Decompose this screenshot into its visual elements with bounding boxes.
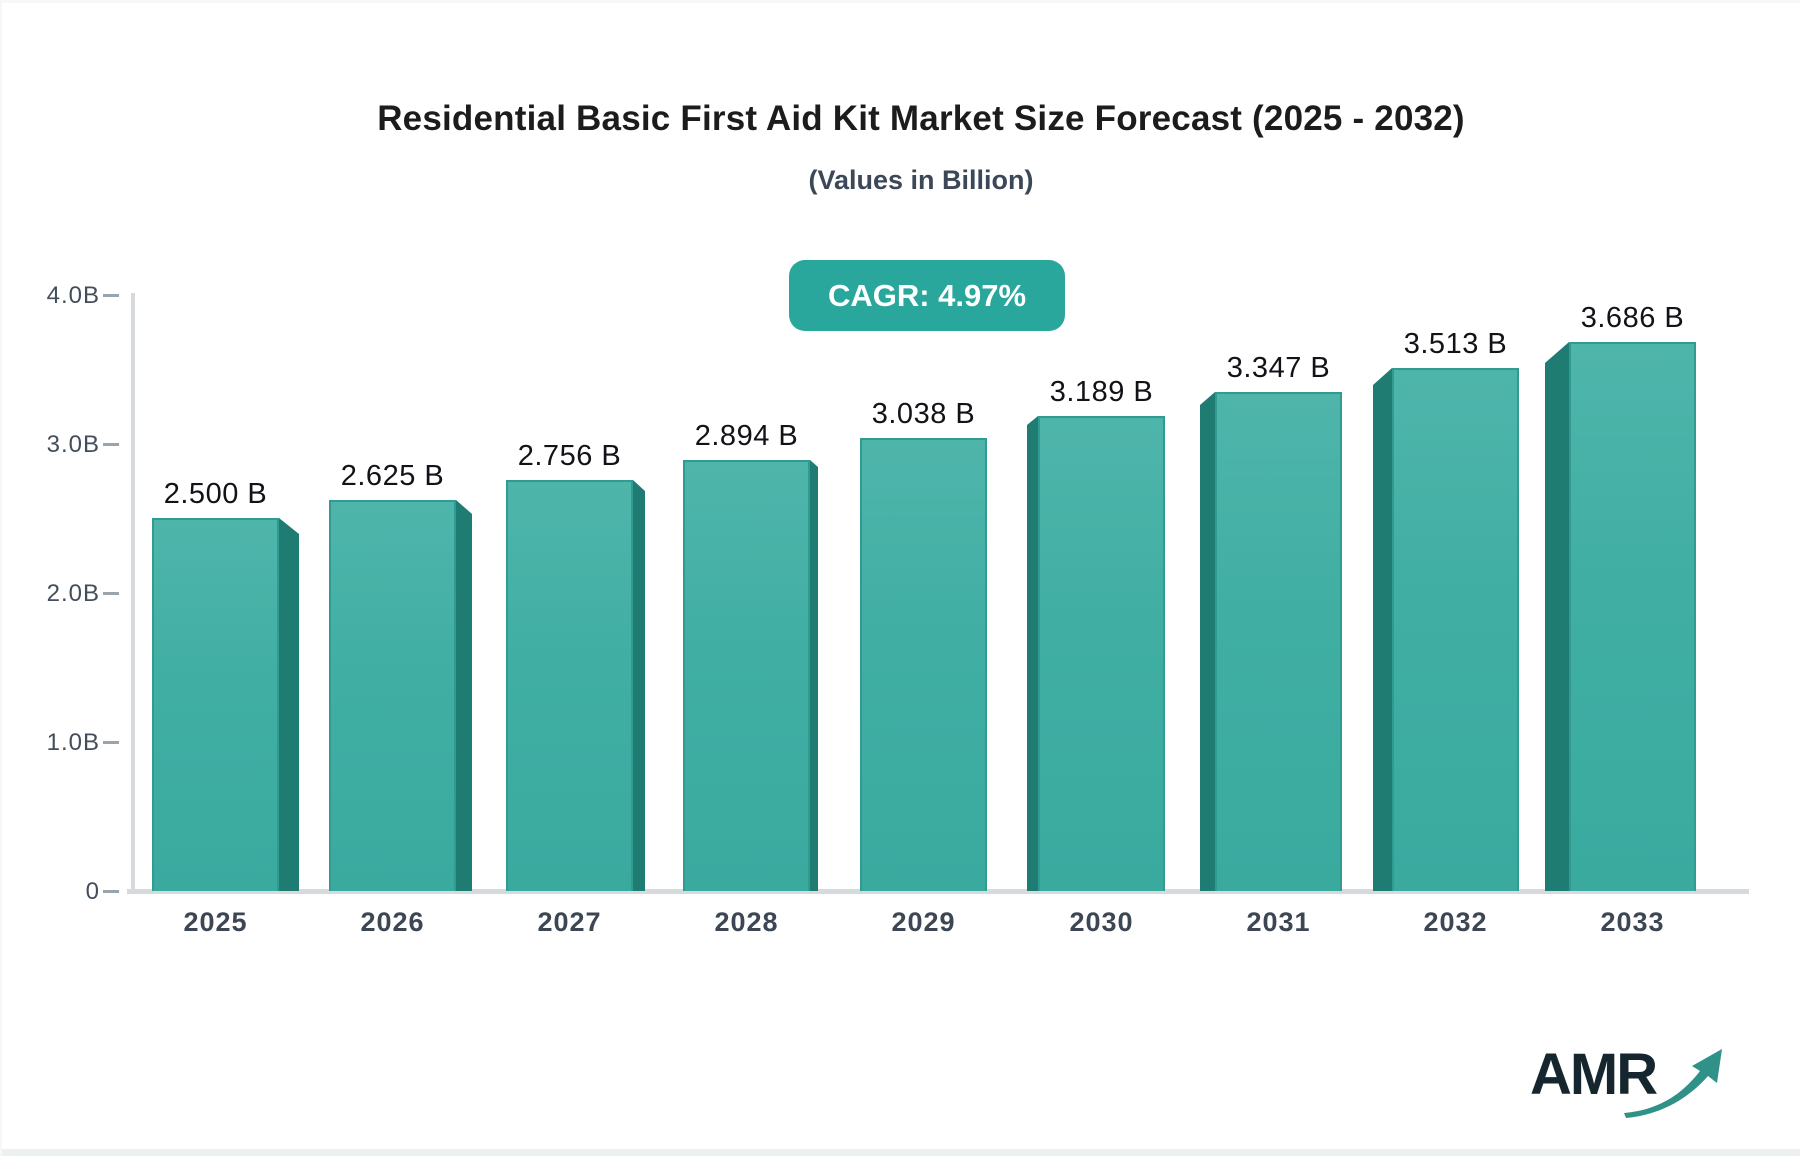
bar-value-label: 3.189 B	[1049, 376, 1154, 408]
cagr-badge: CAGR: 4.97%	[789, 260, 1065, 331]
chart-subtitle: (Values in Billion)	[808, 165, 1034, 195]
bar-2031	[1200, 392, 1342, 891]
y-axis-tick-label: 3.0B	[46, 431, 100, 458]
bar-side-panel	[1027, 416, 1038, 891]
x-axis-line	[127, 889, 1749, 894]
bar-side-panel	[810, 460, 818, 891]
y-axis-tick-label: 2.0B	[46, 580, 100, 607]
x-axis-label: 2027	[537, 907, 602, 937]
bar-face	[1038, 416, 1165, 891]
bar-2025	[152, 518, 299, 891]
y-axis-tick	[103, 890, 119, 893]
x-axis-label: 2033	[1600, 907, 1665, 937]
bar-2028	[683, 460, 818, 891]
bar-face	[152, 518, 279, 891]
y-axis-tick-label: 4.0B	[46, 282, 100, 309]
bar-2027	[506, 480, 645, 891]
chart-title: Residential Basic First Aid Kit Market S…	[377, 99, 1465, 138]
x-axis-label: 2032	[1423, 907, 1488, 937]
bar-side-panel	[1545, 342, 1569, 891]
bar-face	[860, 438, 987, 891]
x-axis-label: 2029	[891, 907, 956, 937]
bar-side-panel	[279, 518, 299, 891]
bar-2032	[1373, 368, 1519, 891]
bar-value-label: 3.686 B	[1580, 302, 1685, 334]
bar-2029	[860, 438, 987, 891]
bottom-edge-strip	[2, 1149, 1800, 1156]
bar-side-panel	[1373, 368, 1392, 891]
chart-header: Residential Basic First Aid Kit Market S…	[2, 3, 1800, 196]
bar-face	[683, 460, 810, 891]
bar-value-label: 3.347 B	[1226, 352, 1331, 384]
bar-2026	[329, 500, 472, 891]
y-axis-tick-label: 0	[85, 878, 100, 905]
bar-value-label: 2.894 B	[694, 420, 799, 452]
y-axis-tick-label: 1.0B	[46, 729, 100, 756]
x-axis-label: 2026	[360, 907, 425, 937]
bar-value-label: 2.625 B	[340, 460, 445, 492]
bar-value-label: 3.513 B	[1403, 328, 1508, 360]
y-axis-tick	[103, 443, 119, 446]
y-axis-tick	[103, 592, 119, 595]
bar-side-panel	[456, 500, 472, 891]
bar-face	[506, 480, 633, 891]
growth-arrow-icon	[1624, 1049, 1722, 1118]
amr-logo-text: AMR	[1530, 1042, 1658, 1107]
bar-side-panel	[1200, 392, 1215, 891]
x-axis-label: 2030	[1069, 907, 1134, 937]
bar-2033	[1545, 342, 1696, 891]
y-axis-line	[131, 293, 135, 894]
bar-value-label: 3.038 B	[871, 398, 976, 430]
y-axis-tick	[103, 741, 119, 744]
y-axis-tick	[103, 294, 119, 297]
bar-2030	[1027, 416, 1165, 891]
x-axis-label: 2031	[1246, 907, 1311, 937]
bar-face	[329, 500, 456, 891]
bar-side-panel	[633, 480, 645, 891]
bar-face	[1215, 392, 1342, 891]
bar-value-label: 2.756 B	[517, 440, 622, 472]
bar-value-label: 2.500 B	[163, 478, 268, 510]
bar-face	[1392, 368, 1519, 891]
x-axis-label: 2025	[183, 907, 248, 937]
bar-face	[1569, 342, 1696, 891]
x-axis-label: 2028	[714, 907, 779, 937]
amr-logo: AMR	[1530, 1035, 1722, 1118]
